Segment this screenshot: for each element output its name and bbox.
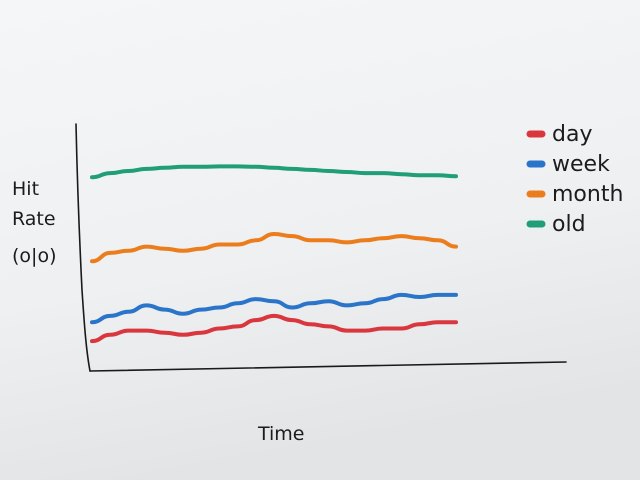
series-line-week <box>90 292 458 325</box>
series-line-month <box>90 232 458 264</box>
y-axis-label-line-1: Hit <box>12 178 39 200</box>
y-axis-line <box>75 123 91 372</box>
series-line-day <box>90 313 458 344</box>
x-axis-line <box>89 361 567 372</box>
legend-label-old: old <box>552 212 586 237</box>
legend: day week month old <box>526 122 623 237</box>
legend-label-week: week <box>552 152 610 177</box>
y-axis-label-line-3: (o|o) <box>12 245 56 267</box>
series-layer <box>90 164 458 344</box>
y-axis-label-line-2: Rate <box>12 208 56 230</box>
series-line-old <box>90 164 458 180</box>
x-axis-label: Time <box>257 423 305 445</box>
legend-label-day: day <box>552 122 592 147</box>
y-axis-label: Hit Rate (o|o) <box>12 178 56 267</box>
legend-label-month: month <box>552 182 623 207</box>
